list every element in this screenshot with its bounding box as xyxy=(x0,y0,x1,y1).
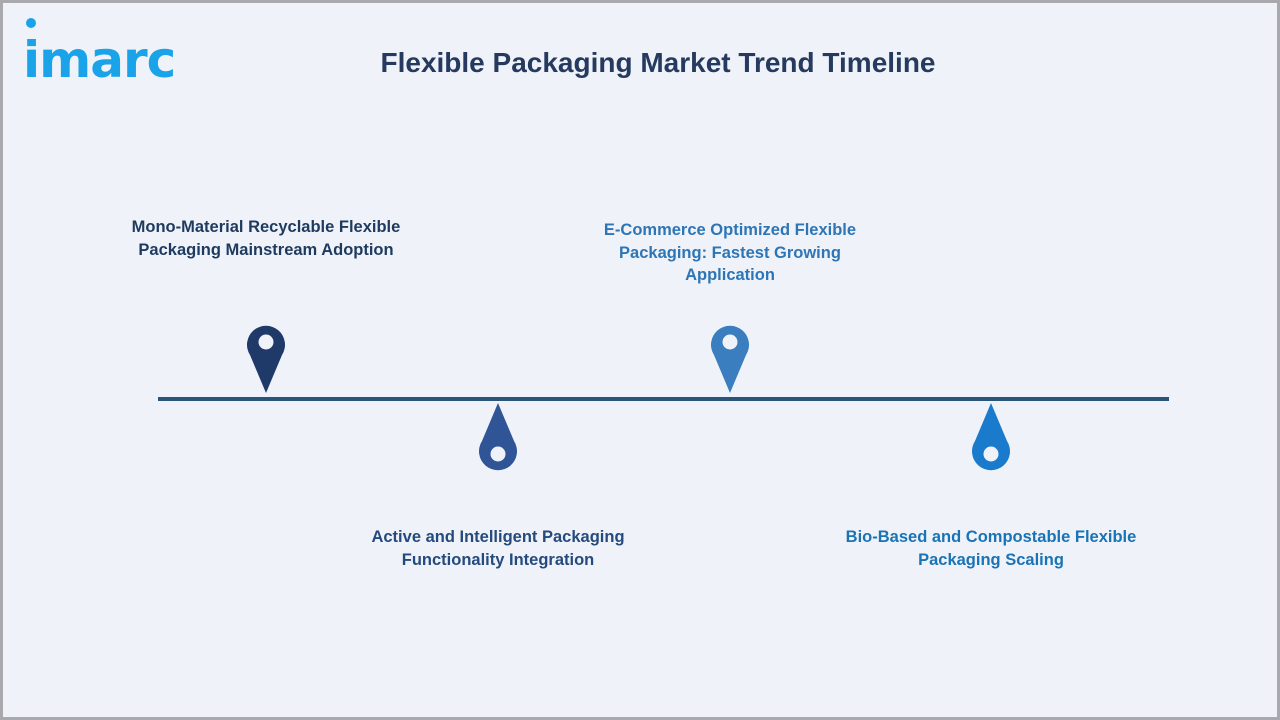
map-pin-icon xyxy=(247,325,285,393)
timeline-axis xyxy=(158,397,1169,401)
milestone-label-2: Active and Intelligent Packaging Functio… xyxy=(371,528,625,569)
milestone-label-1: Mono-Material Recyclable Flexible Packag… xyxy=(131,218,401,259)
imarc-logo: imarc xyxy=(23,15,208,90)
milestone-label-3: E-Commerce Optimized Flexible Packaging:… xyxy=(603,221,857,284)
map-pin-inverted-icon xyxy=(479,403,517,471)
page-title: Flexible Packaging Market Trend Timeline xyxy=(380,47,936,78)
milestone-label-4: Bio-Based and Compostable Flexible Packa… xyxy=(845,528,1137,569)
map-pin-icon xyxy=(711,325,749,393)
map-pin-inverted-icon xyxy=(972,403,1010,471)
diagram-canvas: imarc Flexible Packaging Market Trend Ti… xyxy=(3,3,1277,717)
svg-text:imarc: imarc xyxy=(23,31,175,85)
